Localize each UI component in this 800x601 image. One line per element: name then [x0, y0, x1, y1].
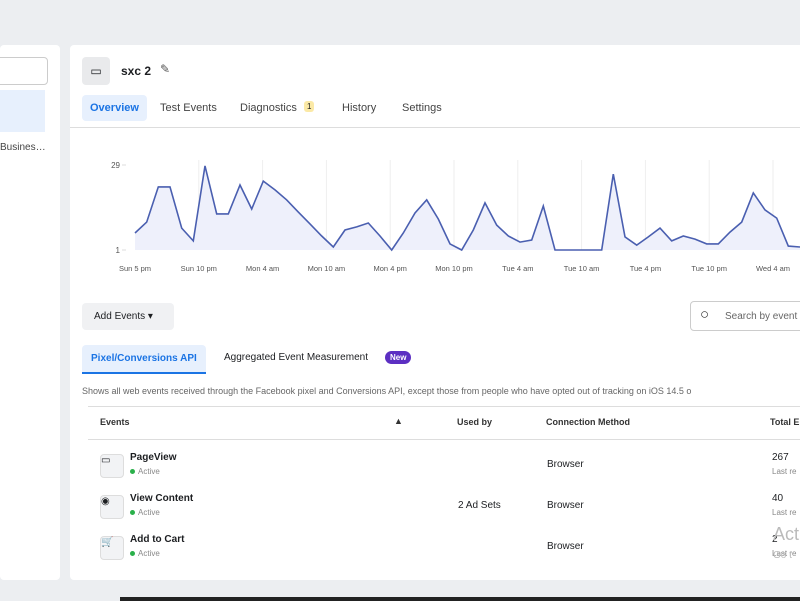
event-status: Active [130, 467, 160, 476]
area [135, 166, 800, 250]
table-header: Events ▲ Used by Connection Method Total… [88, 406, 800, 440]
search-icon: ○ [700, 306, 709, 323]
chart: Sun 5 pm Sun 10 pm Mon 4 am Mon 10 am Mon 4 … [0, 0, 800, 290]
total-events: 40 [772, 493, 783, 504]
x-tick-label: Tue 10 pm [691, 264, 727, 273]
button-label: Add Events [94, 311, 145, 322]
watermark: Go t [773, 550, 792, 561]
table-row[interactable]: ◉ View Content Active 2 Ad Sets Browser 40 Las… [88, 487, 800, 527]
x-tick-label: Mon 4 am [246, 264, 279, 273]
description: Shows all web events received through th… [82, 386, 800, 396]
watermark: Act [773, 524, 799, 545]
table-row[interactable]: 🛒Add to CartActiveBrowser2Last re [88, 528, 800, 568]
event-status: Active [130, 508, 160, 517]
subtab-active[interactable]: Pixel/Conversions API [82, 345, 206, 374]
new-badge: New [385, 351, 411, 364]
event-icon: 🛒 [100, 536, 124, 560]
column-header: Connection Method [546, 417, 630, 427]
x-tick-label: Mon 10 am [308, 264, 346, 273]
column-header: Events [100, 417, 130, 427]
event-icon: ◉ [100, 495, 124, 519]
x-tick-label: Mon 4 pm [374, 264, 407, 273]
last-received: Last re [772, 467, 796, 476]
search-placeholder: Search by event [725, 311, 797, 322]
x-tick-label: Tue 4 am [502, 264, 533, 273]
total-events: 267 [772, 452, 789, 463]
column-header: Used by [457, 417, 492, 427]
table-row[interactable]: ▭ PageView Active Browser 267 Last re [88, 446, 800, 486]
y-tick-label: 29 [111, 161, 120, 170]
connection-method: Browser [547, 541, 584, 552]
x-tick-label: Sun 5 pm [119, 264, 151, 273]
x-tick-label: Wed 4 am [756, 264, 790, 273]
x-tick-label: Mon 10 pm [435, 264, 473, 273]
x-tick-label: Sun 10 pm [181, 264, 217, 273]
event-name: View Content [130, 493, 193, 504]
subtab[interactable]: Aggregated Event Measurement [224, 352, 368, 363]
last-received: Last re [772, 508, 796, 517]
event-icon: ▭ [100, 454, 124, 478]
event-name: PageView [130, 452, 177, 463]
event-name: Add to Cart [130, 534, 184, 545]
x-tick-label: Tue 4 pm [630, 264, 661, 273]
connection-method: Browser [547, 459, 584, 470]
used-by: 2 Ad Sets [458, 500, 501, 511]
taskbar-edge [120, 597, 800, 601]
column-header: Total E [770, 417, 799, 427]
add-events-button[interactable]: Add Events ▾ [82, 303, 174, 330]
connection-method: Browser [547, 500, 584, 511]
y-tick-label: 1 [116, 246, 121, 255]
warning-icon: ▲ [394, 416, 403, 426]
event-status: Active [130, 549, 160, 558]
x-tick-label: Tue 10 am [564, 264, 600, 273]
